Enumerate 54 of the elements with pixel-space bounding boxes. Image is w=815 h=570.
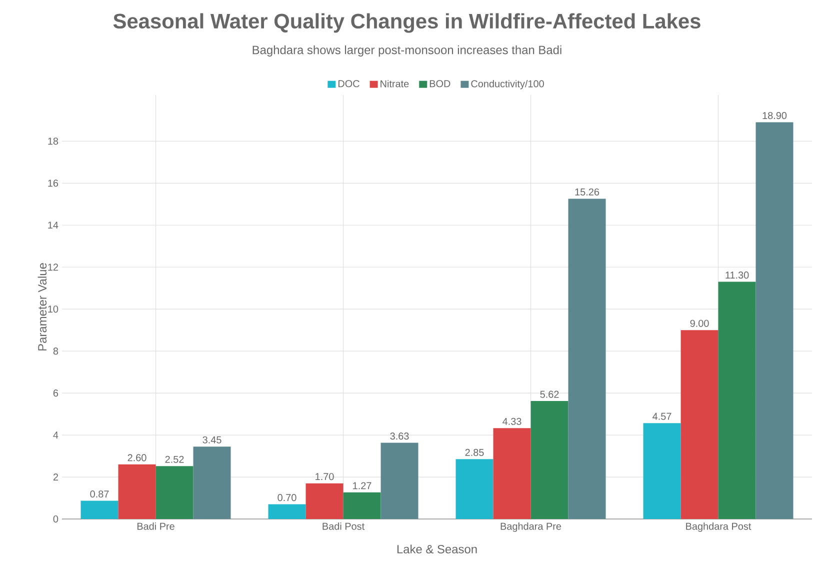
bar — [306, 483, 344, 519]
data-label: 4.33 — [502, 418, 522, 425]
data-label: 1.27 — [353, 482, 372, 490]
data-label: 0.70 — [278, 494, 296, 502]
bar — [80, 500, 118, 519]
bar — [643, 423, 681, 519]
legend-label: DOC — [338, 80, 360, 88]
y-tick-label: 6 — [53, 390, 58, 397]
data-label: 9.00 — [690, 320, 709, 327]
y-tick-label: 12 — [48, 264, 58, 271]
data-label: 2.60 — [128, 454, 146, 462]
bar — [718, 282, 756, 519]
legend-label: Conductivity/100 — [471, 80, 544, 90]
y-tick-label: 10 — [48, 306, 58, 313]
y-tick-label: 8 — [53, 348, 58, 355]
data-label: 15.26 — [575, 188, 600, 196]
data-label: 2.52 — [165, 456, 184, 463]
bar — [193, 446, 231, 519]
data-label: 5.62 — [540, 390, 559, 398]
x-axis-title: Lake & Season — [397, 544, 477, 554]
y-tick-label: 2 — [53, 474, 58, 480]
data-label: 3.63 — [390, 432, 409, 440]
x-tick-label: Badi Post — [322, 522, 364, 530]
y-tick-label: 14 — [48, 222, 58, 229]
data-label: 3.45 — [202, 436, 222, 444]
data-label: 18.90 — [762, 112, 787, 120]
bar — [493, 428, 531, 519]
y-tick-label: 0 — [53, 515, 58, 523]
bar — [456, 459, 494, 519]
x-tick-label: Baghdara Post — [686, 522, 752, 532]
bar — [568, 198, 606, 519]
bar — [118, 464, 156, 519]
legend-label: Nitrate — [380, 80, 409, 88]
bar — [156, 466, 194, 519]
bar — [530, 401, 568, 519]
bar — [756, 122, 794, 519]
y-tick-label: 16 — [48, 180, 58, 187]
data-label: 2.85 — [465, 448, 484, 456]
bar — [380, 442, 418, 519]
bar — [268, 504, 306, 519]
chart-subtitle: Baghdara shows larger post-monsoon increases than Badi — [252, 45, 562, 57]
data-label: 0.87 — [90, 490, 109, 498]
y-tick-label: 18 — [48, 138, 58, 145]
bar — [343, 492, 381, 519]
y-axis-title: Parameter Value — [38, 263, 47, 350]
x-tick-label: Badi Pre — [137, 522, 174, 530]
data-label: 1.70 — [316, 473, 334, 480]
legend-label: BOD — [430, 80, 450, 88]
y-tick-label: 4 — [53, 432, 58, 438]
x-tick-label: Baghdara Pre — [500, 522, 562, 532]
data-label: 11.30 — [726, 272, 749, 279]
bar — [680, 330, 718, 519]
chart-title: Seasonal Water Quality Changes in Wildfire-Affected Lakes — [113, 13, 700, 33]
data-label: 4.57 — [652, 412, 672, 420]
